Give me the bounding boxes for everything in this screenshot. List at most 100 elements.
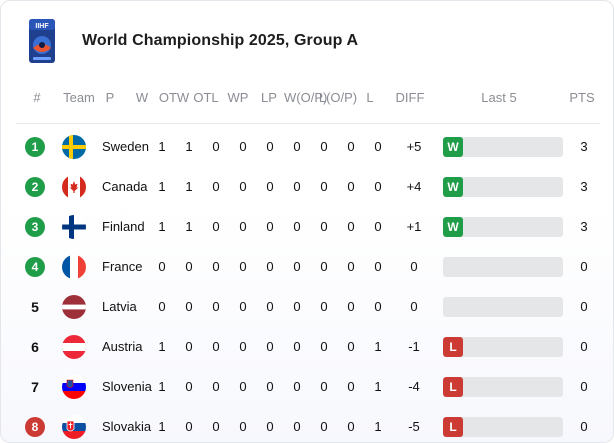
cell-otl: 0 (239, 339, 247, 354)
cell-lp: 0 (293, 139, 301, 154)
cell-lop: 0 (347, 259, 355, 274)
team-name[interactable]: France (102, 259, 143, 274)
cell-wop: 0 (320, 139, 328, 154)
cell-w: 1 (185, 179, 193, 194)
cell-wp: 0 (266, 259, 274, 274)
cell-diff: 0 (410, 259, 418, 274)
france-flag-icon (62, 255, 86, 279)
header-l[interactable]: L (366, 90, 374, 105)
cell-wop: 0 (320, 339, 328, 354)
cell-otw: 0 (212, 379, 220, 394)
cell-otw: 0 (212, 339, 220, 354)
cell-w: 0 (185, 379, 193, 394)
header-team[interactable]: Team (63, 90, 95, 105)
cell-otl: 0 (239, 219, 247, 234)
cell-w: 0 (185, 339, 193, 354)
last5-form-bar: W (443, 137, 563, 157)
cell-l: 1 (374, 379, 382, 394)
cell-diff: -1 (408, 339, 420, 354)
cell-p: 1 (158, 139, 166, 154)
cell-w: 1 (185, 139, 193, 154)
cell-wp: 0 (266, 379, 274, 394)
cell-diff: -4 (408, 379, 420, 394)
header-p[interactable]: P (105, 90, 115, 105)
cell-wop: 0 (320, 259, 328, 274)
cell-w: 1 (185, 219, 193, 234)
cell-l: 1 (374, 339, 382, 354)
header-last5: Last 5 (481, 90, 517, 105)
rank-plain: 5 (31, 299, 39, 315)
cell-otl: 0 (239, 379, 247, 394)
header-rank[interactable]: # (33, 90, 41, 105)
cell-l: 0 (374, 259, 382, 274)
last5-form-bar: W (443, 217, 563, 237)
cell-diff: 0 (410, 299, 418, 314)
cell-diff: +5 (406, 139, 422, 154)
cell-l: 0 (374, 179, 382, 194)
cell-p: 1 (158, 339, 166, 354)
team-name[interactable]: Canada (102, 179, 148, 194)
austria-flag-icon (62, 335, 86, 359)
cell-p: 1 (158, 419, 166, 434)
cell-pts: 0 (580, 339, 588, 354)
header-lp[interactable]: LP (261, 90, 277, 105)
cell-lp: 0 (293, 339, 301, 354)
cell-lop: 0 (347, 339, 355, 354)
rank-plain: 7 (31, 379, 39, 395)
loss-badge: L (443, 337, 463, 357)
cell-lop: 0 (347, 379, 355, 394)
cell-wp: 0 (266, 219, 274, 234)
cell-otl: 0 (239, 299, 247, 314)
cell-wop: 0 (320, 299, 328, 314)
cell-lp: 0 (293, 219, 301, 234)
cell-w: 0 (185, 259, 193, 274)
header-otw[interactable]: OTW (158, 90, 190, 105)
cell-wp: 0 (266, 299, 274, 314)
header-otl[interactable]: OTL (193, 90, 219, 105)
rank-plain: 6 (31, 339, 39, 355)
sweden-flag-icon (62, 135, 86, 159)
team-name[interactable]: Austria (102, 339, 143, 354)
cell-otl: 0 (239, 259, 247, 274)
cell-lop: 0 (347, 219, 355, 234)
cell-wop: 0 (320, 379, 328, 394)
header-diff[interactable]: DIFF (395, 90, 425, 105)
cell-pts: 0 (580, 299, 588, 314)
loss-badge: L (443, 417, 463, 437)
team-name[interactable]: Sweden (102, 139, 149, 154)
team-name[interactable]: Finland (102, 219, 145, 234)
rank-green: 2 (25, 177, 45, 197)
cell-l: 0 (374, 139, 382, 154)
header-wp[interactable]: WP (227, 90, 249, 105)
canada-flag-icon (62, 175, 86, 199)
loss-badge: L (443, 377, 463, 397)
cell-wp: 0 (266, 179, 274, 194)
cell-w: 0 (185, 299, 193, 314)
team-name[interactable]: Slovakia (102, 419, 152, 434)
cell-p: 0 (158, 299, 166, 314)
slovenia-flag-icon (62, 375, 86, 399)
header-pts[interactable]: PTS (569, 90, 595, 105)
team-name[interactable]: Latvia (102, 299, 137, 314)
header-divider (16, 123, 600, 124)
header-w[interactable]: W (135, 90, 149, 105)
cell-p: 1 (158, 379, 166, 394)
cell-pts: 3 (580, 219, 588, 234)
last5-form-bar: L (443, 377, 563, 397)
header-w-op[interactable]: W(O/P) (284, 90, 328, 105)
team-name[interactable]: Slovenia (102, 379, 152, 394)
cell-lp: 0 (293, 179, 301, 194)
cell-otw: 0 (212, 259, 220, 274)
rank-green: 1 (25, 137, 45, 157)
cell-l: 0 (374, 299, 382, 314)
cell-pts: 0 (580, 259, 588, 274)
cell-diff: +1 (406, 219, 422, 234)
win-badge: W (443, 217, 463, 237)
cell-lop: 0 (347, 179, 355, 194)
cell-wop: 0 (320, 219, 328, 234)
latvia-flag-icon (62, 295, 86, 319)
cell-wop: 0 (320, 179, 328, 194)
header-l-op[interactable]: L(O/P) (318, 90, 358, 105)
cell-pts: 3 (580, 139, 588, 154)
rank-green: 3 (25, 217, 45, 237)
